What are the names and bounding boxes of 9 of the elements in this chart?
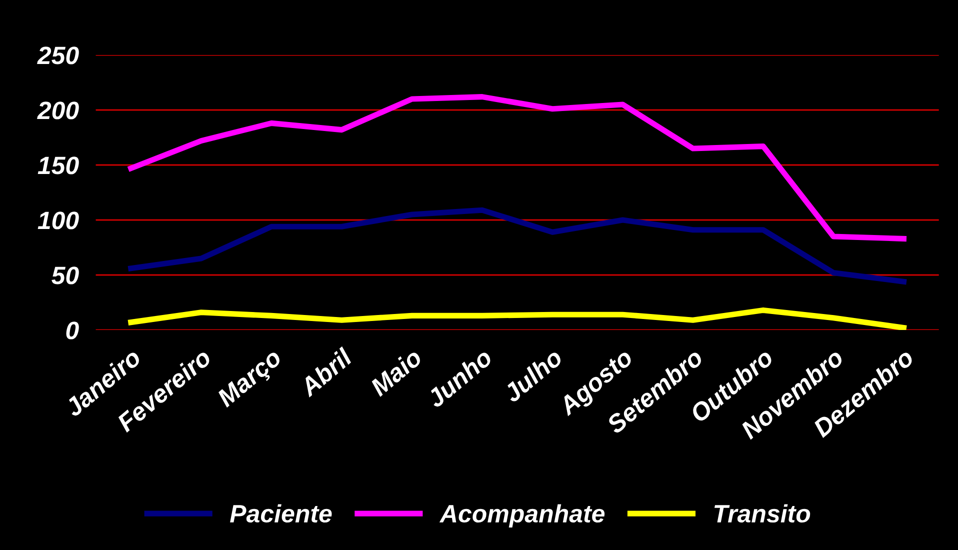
y-tick-label: 150: [38, 156, 79, 174]
y-tick-label: 0: [66, 322, 79, 340]
legend-label: Paciente: [230, 504, 332, 523]
y-tick-label: 250: [37, 46, 79, 64]
y-tick-label: 200: [37, 102, 79, 120]
legend-label: Transito: [714, 504, 810, 523]
y-tick-label: 50: [52, 266, 79, 284]
legend-label: Acompanhate: [439, 504, 605, 528]
y-tick-label: 100: [38, 212, 79, 230]
